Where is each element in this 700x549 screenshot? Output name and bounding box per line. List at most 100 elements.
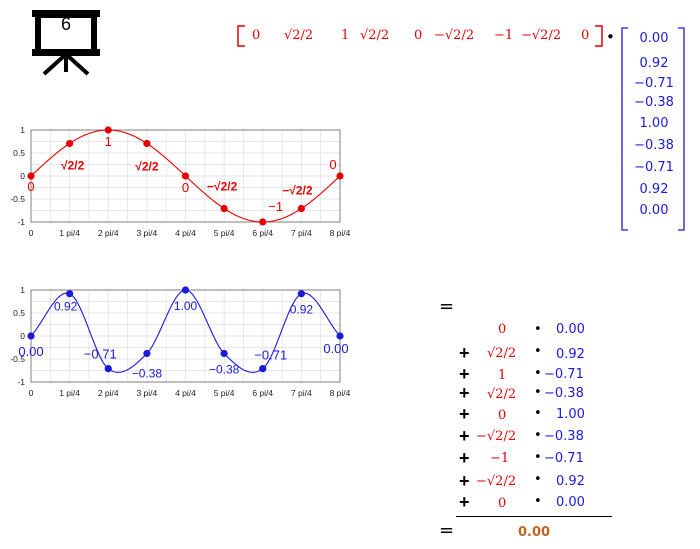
x-tick-label: 3 pi/4 <box>136 388 157 398</box>
y-tick-label: -1 <box>17 377 25 387</box>
sum-blue-term: −0.71 <box>544 367 584 382</box>
data-point <box>27 332 35 340</box>
column-vector-entry: −0.38 <box>634 95 674 110</box>
sum-red-term: −1 <box>490 451 510 466</box>
sum-plus: + <box>459 471 470 491</box>
sum-blue-term: 0.00 <box>556 495 585 510</box>
data-point <box>66 139 74 148</box>
data-point <box>259 365 267 373</box>
sum-plus: + <box>459 492 470 512</box>
x-tick-label: 8 pi/4 <box>330 388 351 398</box>
data-point <box>104 126 112 134</box>
x-tick-label: 6 pi/4 <box>252 388 273 398</box>
sum-blue-term: −0.71 <box>544 451 584 466</box>
point-label: −√2/2 <box>282 184 313 198</box>
sum-blue-term: −0.38 <box>544 386 584 401</box>
point-label: 0.00 <box>18 344 43 359</box>
row-vector-entry: −1 <box>494 28 514 43</box>
row-vector-entry: −√2/2 <box>521 28 562 43</box>
point-label: 0.00 <box>323 341 348 356</box>
sum-blue-term: −0.38 <box>544 429 584 444</box>
y-tick-label: -0.5 <box>10 354 25 364</box>
sum-red-term: √2/2 <box>487 387 517 402</box>
dot-product-result: 0.00 <box>518 525 551 540</box>
point-label: 0 <box>329 157 336 172</box>
point-label: −0.71 <box>254 348 287 363</box>
x-tick-label: 3 pi/4 <box>136 228 157 238</box>
column-vector-entry: 0.92 <box>639 182 669 197</box>
data-point <box>297 290 305 298</box>
sum-divider <box>456 516 612 517</box>
row-vector-entry: √2/2 <box>360 28 390 43</box>
point-label: −√2/2 <box>207 180 238 194</box>
row-vector-entry: 0 <box>252 28 261 43</box>
column-vector-entry: −0.71 <box>634 76 674 91</box>
point-label: √2/2 <box>135 159 159 173</box>
point-label: −0.38 <box>132 366 163 380</box>
y-tick-label: -1 <box>17 217 25 227</box>
data-point <box>336 332 344 340</box>
y-tick-label: 1 <box>20 285 25 295</box>
equals-sign-bottom: = <box>439 520 455 541</box>
point-label: −1 <box>268 199 283 214</box>
column-vector-entry: 0.00 <box>639 203 669 218</box>
column-vector-entry: 1.00 <box>639 116 669 131</box>
sum-dot: • <box>534 428 542 443</box>
sum-dot: • <box>534 344 542 359</box>
row-vector-entry: √2/2 <box>284 28 314 43</box>
x-tick-label: 0 <box>29 228 34 238</box>
data-point <box>181 172 190 180</box>
column-vector-brackets <box>621 27 685 231</box>
sum-red-term: 0 <box>498 496 507 511</box>
chart-red-sampled-sine: 10.50-0.5-10 1 pi/4 2 pi/4 3 pi/4 4 pi/4 5 pi… <box>10 125 350 238</box>
x-tick-label: 4 pi/4 <box>175 388 196 398</box>
sum-plus: + <box>459 343 470 363</box>
data-point <box>27 172 35 180</box>
point-label: 0.92 <box>54 300 78 314</box>
data-point <box>143 139 151 148</box>
point-label: −0.38 <box>209 362 240 376</box>
sum-blue-term: 0.00 <box>556 322 585 337</box>
y-tick-label: 0 <box>20 331 25 341</box>
sum-dot: • <box>534 322 542 337</box>
sum-plus: + <box>459 383 470 403</box>
point-label: 1 <box>105 134 112 149</box>
x-tick-label: 7 pi/4 <box>291 228 312 238</box>
sum-red-term: 0 <box>498 322 507 337</box>
column-vector-entry: −0.38 <box>634 138 674 153</box>
point-label: 0 <box>182 180 189 195</box>
dot-operator: • <box>606 28 615 46</box>
sum-red-term: 1 <box>498 368 507 383</box>
data-point <box>181 286 190 294</box>
sum-red-term: −√2/2 <box>476 429 517 444</box>
sum-dot: • <box>534 366 542 381</box>
point-label: 0.92 <box>290 303 314 317</box>
row-vector-entry: −√2/2 <box>434 28 475 43</box>
data-point <box>104 365 112 373</box>
x-tick-label: 2 pi/4 <box>98 228 119 238</box>
slide-number: 6 <box>60 14 71 34</box>
column-vector-entry: −0.71 <box>634 160 674 175</box>
x-tick-label: 6 pi/4 <box>252 228 273 238</box>
x-tick-label: 0 <box>29 388 34 398</box>
sum-plus: + <box>459 364 470 384</box>
data-point <box>220 204 228 213</box>
y-tick-label: 0.5 <box>13 308 25 318</box>
data-point <box>66 290 74 298</box>
sum-red-term: √2/2 <box>487 346 517 361</box>
sum-plus: + <box>459 404 470 424</box>
x-tick-label: 7 pi/4 <box>291 388 312 398</box>
sum-dot: • <box>534 472 542 487</box>
point-label: 1.00 <box>174 299 198 313</box>
x-tick-label: 5 pi/4 <box>214 228 235 238</box>
y-tick-label: -0.5 <box>10 194 25 204</box>
sum-blue-term: 0.92 <box>556 474 585 489</box>
column-vector-entry: 0.00 <box>639 31 669 46</box>
sum-red-term: −√2/2 <box>476 474 517 489</box>
sum-red-term: 0 <box>498 408 507 423</box>
row-vector-right-bracket <box>595 25 603 47</box>
data-point <box>297 204 305 213</box>
x-tick-label: 5 pi/4 <box>214 388 235 398</box>
sum-dot: • <box>534 406 542 421</box>
sum-plus: + <box>459 448 470 468</box>
